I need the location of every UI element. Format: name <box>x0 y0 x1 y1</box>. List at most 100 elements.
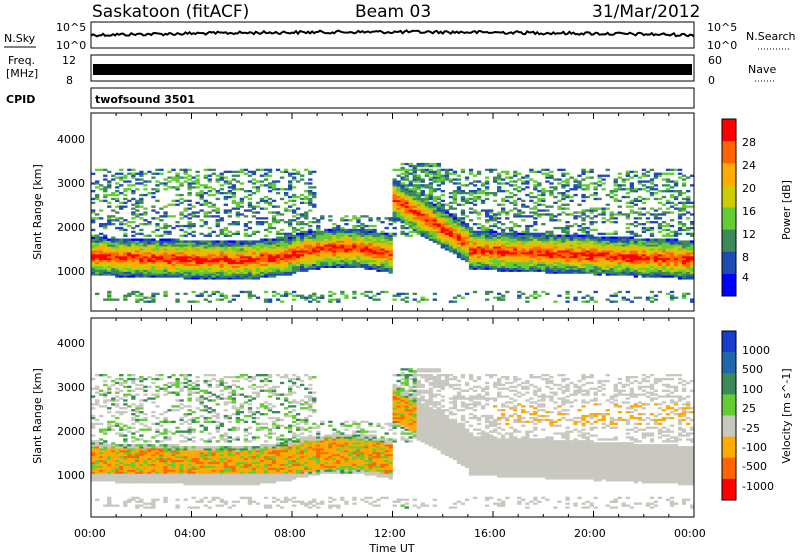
power-cell <box>372 263 377 267</box>
power-cell <box>396 213 401 216</box>
power-cell <box>593 300 598 303</box>
power-cell <box>440 217 446 220</box>
power-cell <box>573 215 578 218</box>
power-cell <box>119 259 124 263</box>
power-cell <box>533 234 538 237</box>
power-cell <box>227 242 233 245</box>
power-cell <box>625 236 631 239</box>
power-cell <box>227 261 233 265</box>
power-cell <box>573 252 578 255</box>
power-cell <box>633 271 639 274</box>
power-cell <box>533 211 538 214</box>
power-cell <box>292 176 297 179</box>
power-cell <box>284 209 289 212</box>
power-cell <box>368 265 373 268</box>
power-cell <box>139 265 144 268</box>
power-cell <box>573 298 578 301</box>
power-cell <box>448 221 454 224</box>
power-cell <box>509 201 514 205</box>
power-cell <box>340 246 345 249</box>
power-cell <box>364 224 369 228</box>
power-cell <box>416 199 421 203</box>
power-cell <box>404 300 409 303</box>
power-cell <box>115 240 120 243</box>
power-cell <box>255 246 261 249</box>
power-cell <box>464 226 470 230</box>
power-cell <box>444 172 450 175</box>
velocity-cell <box>91 463 96 466</box>
power-cell <box>155 255 160 259</box>
power-cell <box>384 255 389 259</box>
power-cell <box>452 224 458 228</box>
power-cell <box>247 254 253 257</box>
power-cell <box>400 209 405 212</box>
power-cell <box>207 261 212 265</box>
power-cell <box>657 217 663 220</box>
power-cell <box>400 292 405 296</box>
power-cell <box>275 230 281 234</box>
power-cell <box>99 238 104 241</box>
power-cell <box>103 242 108 245</box>
power-cell <box>472 259 478 263</box>
power-cell <box>131 234 136 237</box>
power-cell <box>159 254 164 257</box>
power-cell <box>665 238 671 241</box>
power-cell <box>665 224 671 228</box>
power-cell <box>372 232 377 236</box>
power-cell <box>464 234 470 237</box>
power-cell <box>288 180 293 183</box>
power-cell <box>392 215 397 218</box>
power-cell <box>95 168 100 172</box>
power-cell <box>573 242 578 245</box>
power-cell <box>681 201 687 205</box>
power-cell <box>99 242 104 245</box>
power-cell <box>460 236 466 239</box>
power-cell <box>360 250 365 253</box>
power-cell <box>255 254 261 257</box>
power-cell <box>271 240 277 243</box>
power-cell <box>541 197 546 201</box>
power-cell <box>681 240 687 243</box>
power-cell <box>255 257 261 261</box>
power-cell <box>312 267 317 270</box>
power-cell <box>364 267 369 270</box>
power-cell <box>686 190 691 193</box>
power-cell <box>259 265 265 268</box>
power-cell <box>312 244 317 247</box>
power-cell <box>460 248 466 251</box>
power-cell <box>223 242 229 245</box>
power-cell <box>292 265 297 268</box>
power-cell <box>690 248 695 251</box>
power-cell <box>159 215 164 218</box>
power-cell <box>247 250 253 253</box>
power-cell <box>191 273 196 276</box>
power-cell <box>553 234 558 237</box>
power-cell <box>179 263 184 267</box>
power-cell <box>424 170 430 174</box>
power-cell <box>645 275 651 278</box>
power-cell <box>444 176 450 179</box>
power-cell <box>111 257 116 261</box>
power-cell <box>521 176 526 179</box>
power-cell <box>573 236 578 239</box>
power-cell <box>549 232 554 236</box>
power-cell <box>171 259 176 263</box>
power-cell <box>448 205 454 208</box>
power-cell <box>239 182 245 185</box>
power-cell <box>605 246 610 249</box>
power-cell <box>247 271 253 274</box>
power-cell <box>376 263 381 267</box>
power-cell <box>336 257 341 261</box>
power-cell <box>159 273 164 276</box>
power-cell <box>211 255 216 259</box>
power-cell <box>139 259 144 263</box>
power-cell <box>649 254 655 257</box>
power-cell <box>207 246 212 249</box>
power-cell <box>625 248 631 251</box>
power-cell <box>179 257 184 261</box>
power-cell <box>553 252 558 255</box>
power-cell <box>388 236 393 239</box>
power-cell <box>517 252 522 255</box>
velocity-cell <box>91 473 96 476</box>
power-cell <box>151 269 156 272</box>
